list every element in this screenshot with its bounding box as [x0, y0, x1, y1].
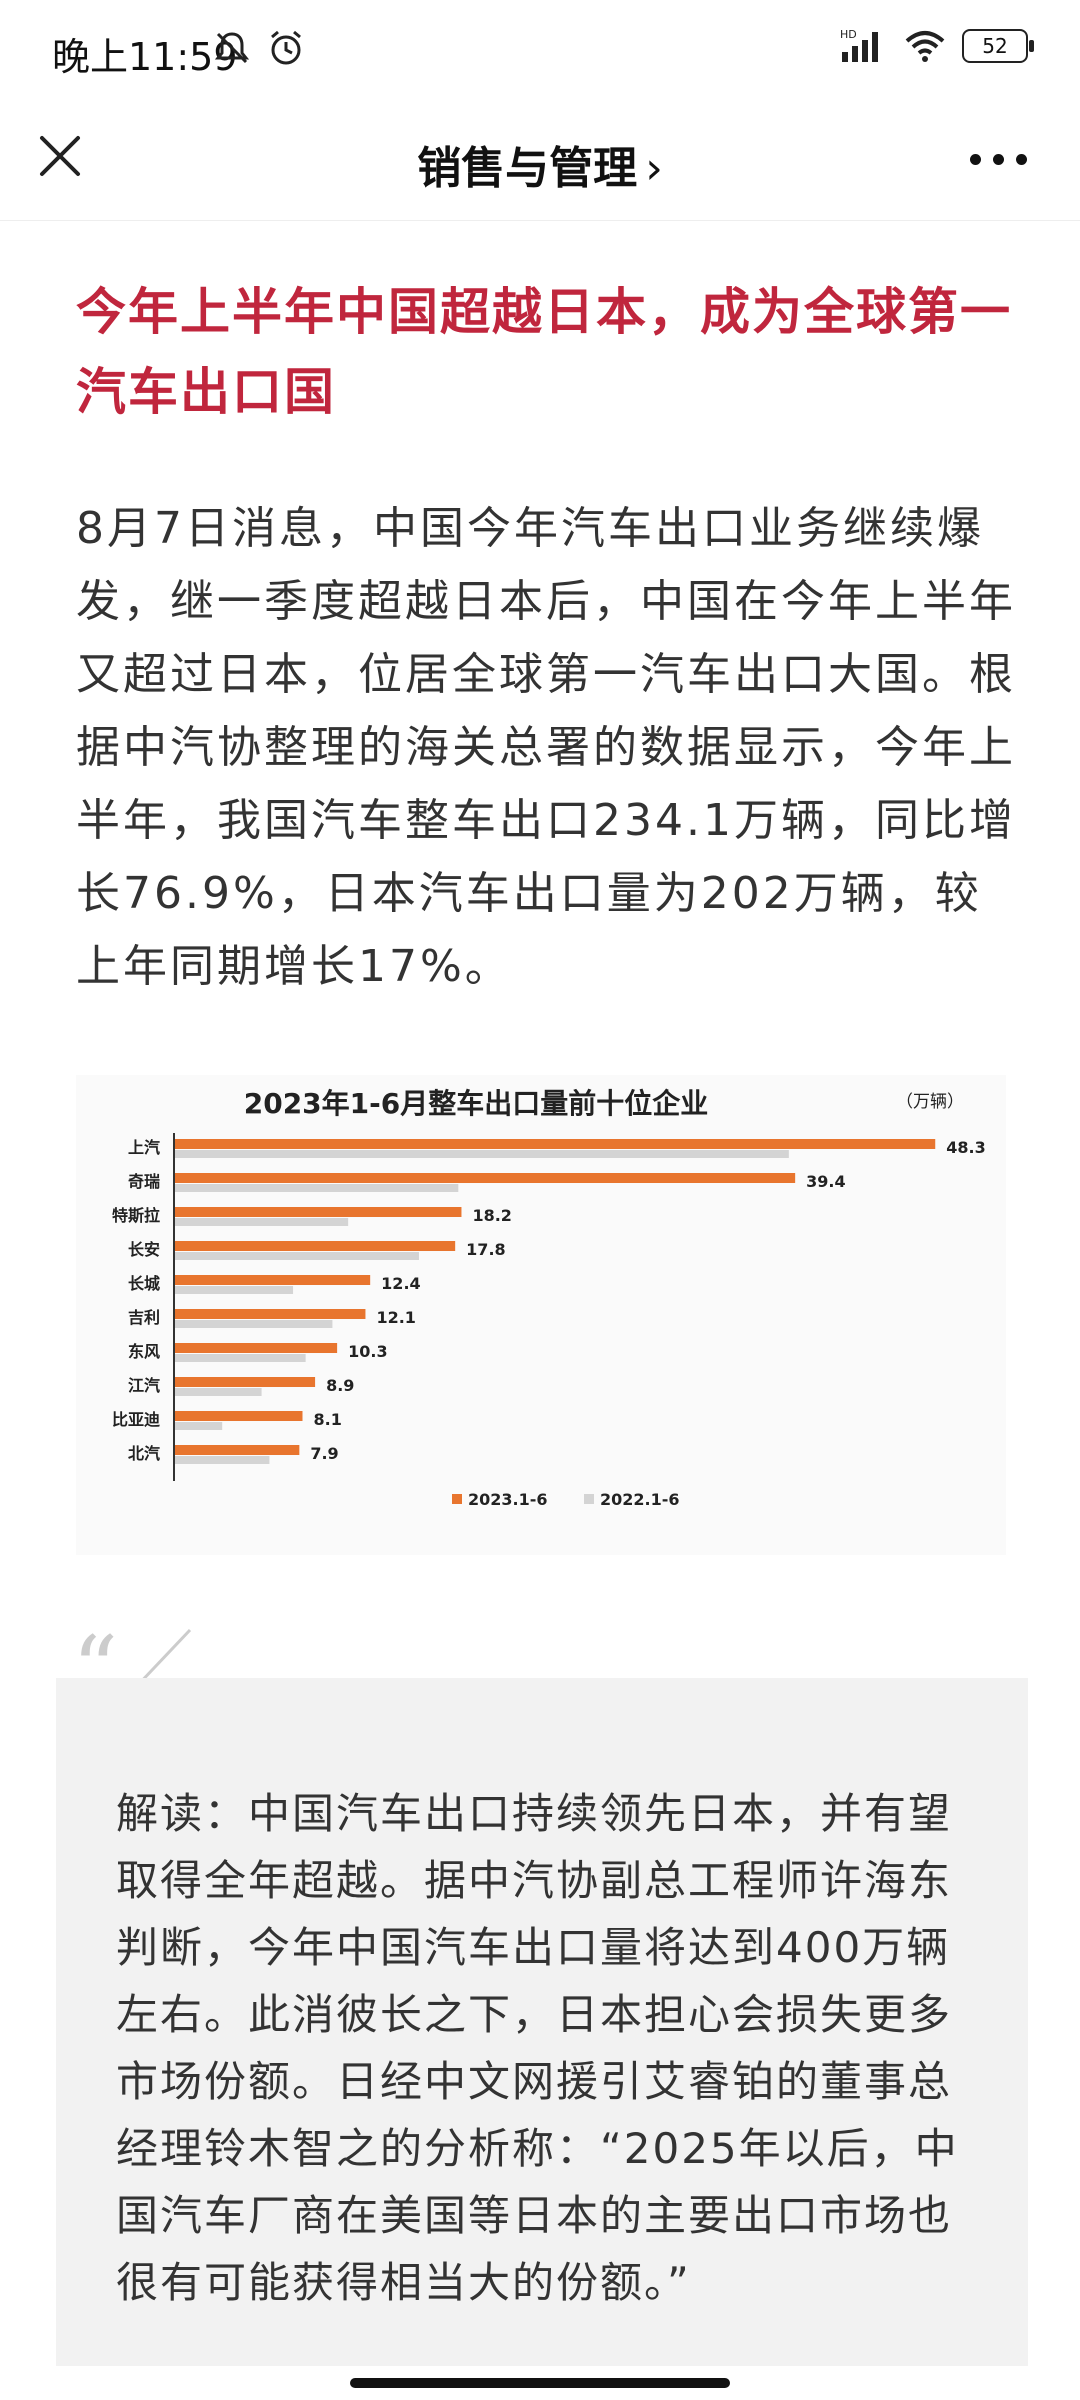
chart-category-label: 长安: [128, 1240, 160, 1259]
wifi-icon: [905, 31, 945, 62]
home-indicator[interactable]: [350, 2378, 730, 2388]
chart-bar-2023: [175, 1445, 300, 1455]
close-button[interactable]: [28, 124, 92, 188]
chart-category-label: 东风: [128, 1342, 160, 1361]
chart-category-label: 北汽: [128, 1444, 160, 1463]
chart-bar-2023: [175, 1139, 936, 1149]
chart-bar-2022: [175, 1218, 349, 1226]
more-icon-dot: [1016, 153, 1027, 165]
chart-bar-2023: [175, 1309, 366, 1319]
chart-bar-2022: [175, 1388, 262, 1396]
alarm-icon: [271, 30, 301, 65]
chart-category-label: 吉利: [128, 1308, 160, 1327]
chart-value-label: 7.9: [310, 1444, 338, 1463]
chart-bar-2023: [175, 1241, 456, 1251]
chart-category-label: 奇瑞: [128, 1172, 160, 1191]
chart-bar-2022: [175, 1184, 459, 1192]
network-label: HD: [840, 28, 857, 41]
mute-icon: [214, 32, 250, 64]
chart-unit-label: （万辆）: [896, 1092, 964, 1112]
chart-category-label: 江汽: [128, 1376, 160, 1395]
chart-value-label: 18.2: [472, 1206, 511, 1225]
chart-bar-2022: [175, 1286, 294, 1294]
chart-bar-2023: [175, 1343, 338, 1353]
chart-value-label: 48.3: [946, 1138, 985, 1157]
close-icon: [40, 136, 80, 176]
chart-value-label: 8.1: [313, 1410, 341, 1429]
chart-value-label: 12.1: [376, 1308, 415, 1327]
chart-bar-2022: [175, 1456, 270, 1464]
quote-box: 解读：中国汽车出口持续领先日本，并有望取得全年超越。据中汽协副总工程师许海东判断…: [56, 1678, 1028, 2366]
chart-bar-2023: [175, 1207, 462, 1217]
chart-bar-2022: [175, 1252, 419, 1260]
legend-swatch-2023: [452, 1494, 462, 1504]
chart-bar-2023: [175, 1377, 316, 1387]
quote-text: 解读：中国汽车出口持续领先日本，并有望取得全年超越。据中汽协副总工程师许海东判断…: [116, 1789, 959, 2307]
battery-icon: 52: [962, 29, 1034, 63]
status-icons-left: [212, 28, 306, 68]
chart-category-label: 长城: [128, 1274, 160, 1293]
chart-bar-2022: [175, 1320, 333, 1328]
chart-category-label: 比亚迪: [112, 1410, 160, 1429]
chart-value-label: 12.4: [381, 1274, 420, 1293]
status-icons-right: HD 52: [840, 28, 1034, 64]
chart-title: 2023年1-6月整车出口量前十位企业: [244, 1087, 709, 1120]
chart-bar-2023: [175, 1173, 796, 1183]
chart-bar-2022: [175, 1150, 789, 1158]
export-chart: 2023年1-6月整车出口量前十位企业 （万辆） 上汽 48.3 奇瑞 39.4 特斯拉 18…: [76, 1075, 1006, 1555]
legend-label-2023: 2023.1-6: [468, 1490, 548, 1509]
chart-value-label: 39.4: [806, 1172, 845, 1191]
chart-bar-2022: [175, 1422, 223, 1430]
more-icon-dot: [970, 153, 981, 165]
chart-svg: 2023年1-6月整车出口量前十位企业 （万辆） 上汽 48.3 奇瑞 39.4 特斯拉 18…: [112, 1087, 986, 1509]
chart-value-label: 8.9: [326, 1376, 354, 1395]
article-headline: 今年上半年中国超越日本，成为全球第一汽车出口国: [76, 283, 1012, 421]
nav-title[interactable]: 销售与管理 ›: [0, 132, 1080, 196]
chart-value-label: 10.3: [348, 1342, 387, 1361]
chart-bar-2023: [175, 1411, 303, 1421]
nav-title-text: 销售与管理: [417, 143, 638, 194]
signal-icon: HD: [840, 28, 878, 62]
nav-bar: 销售与管理 ›: [0, 96, 1080, 221]
legend-label-2022: 2022.1-6: [600, 1490, 680, 1509]
more-button[interactable]: [970, 144, 1040, 174]
chart-bar-2022: [175, 1354, 306, 1362]
chart-bar-2023: [175, 1275, 371, 1285]
chart-value-label: 17.8: [466, 1240, 505, 1259]
more-icon-dot: [993, 153, 1004, 165]
status-time: 晚上11:59: [52, 35, 238, 79]
chevron-right-icon: ›: [645, 143, 663, 194]
chart-category-label: 特斯拉: [112, 1206, 160, 1225]
status-bar: 晚上11:59 HD 52: [0, 0, 1080, 96]
chart-category-label: 上汽: [128, 1138, 160, 1157]
article-body: 8月7日消息，中国今年汽车出口业务继续爆发，继一季度超越日本后，中国在今年上半年…: [76, 503, 1016, 992]
legend-swatch-2022: [584, 1494, 594, 1504]
